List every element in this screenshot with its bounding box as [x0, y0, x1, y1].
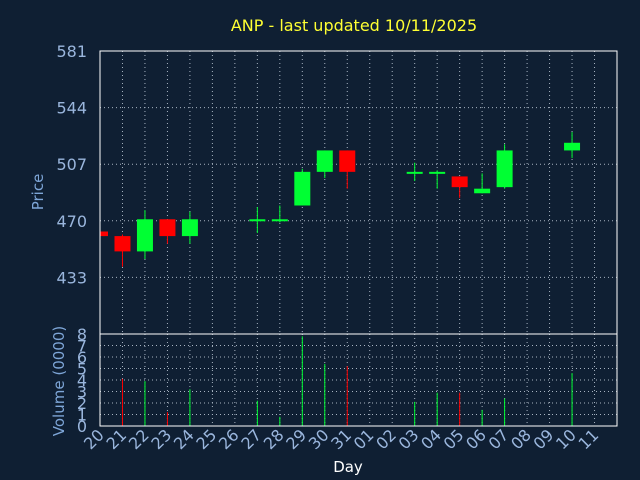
candle-body [406, 171, 423, 174]
volume-axis-label: Volume (0000) [50, 326, 68, 436]
volume-tick-label: 7 [77, 337, 87, 356]
volume-bars [121, 336, 573, 426]
volume-tick-label: 6 [77, 348, 87, 367]
volume-tick-label: 3 [77, 383, 87, 402]
volume-plot-frame [99, 333, 618, 427]
candle-body [181, 219, 198, 237]
volume-tick-label: 2 [77, 394, 87, 413]
candle-body [451, 176, 468, 188]
candle-body [496, 150, 513, 188]
candle-body [114, 236, 131, 252]
candle-body [136, 219, 153, 252]
candle-body [249, 219, 266, 222]
candle-body [564, 142, 581, 151]
candle-body [429, 171, 446, 174]
volume-tick-label: 1 [77, 406, 87, 425]
volume-tick-label: 4 [77, 371, 87, 390]
price-tick-label: 581 [56, 42, 87, 61]
x-tick-labels: 2021222324252627282930310102030405060708… [80, 425, 602, 453]
candle-body [294, 171, 311, 206]
price-axis-label: Price [29, 174, 47, 211]
candle-body [474, 188, 491, 194]
candle-body [316, 150, 333, 172]
price-tick-label: 433 [56, 268, 87, 287]
volume-tick-label: 5 [77, 360, 87, 379]
price-tick-labels: 581 544 507 470 433 [56, 42, 87, 287]
price-tick-label: 470 [56, 212, 87, 231]
candle-body [339, 150, 356, 172]
candle-body [271, 219, 288, 222]
volume-tick-label: 0 [77, 417, 87, 436]
candle-body [100, 231, 108, 237]
candle-body [159, 219, 176, 237]
price-tick-label: 544 [56, 99, 87, 118]
chart-title: ANP - last updated 10/11/2025 [231, 16, 477, 35]
x-axis-label: Day [333, 458, 363, 476]
candlesticks [100, 132, 581, 267]
price-tick-label: 507 [56, 155, 87, 174]
volume-tick-label: 8 [77, 325, 87, 344]
